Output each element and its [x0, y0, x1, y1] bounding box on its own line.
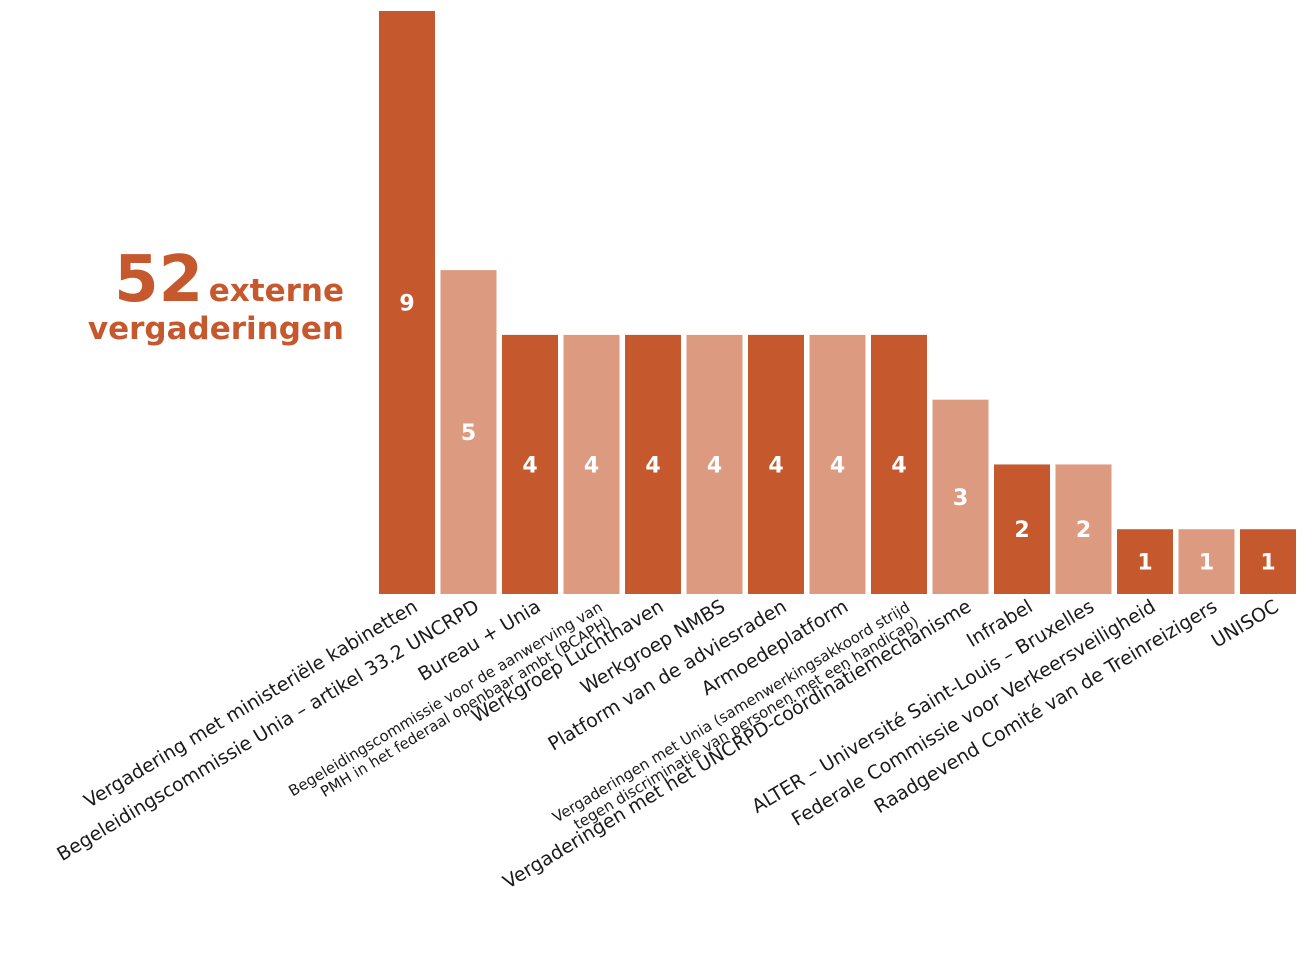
bar-value-label-5: 4: [645, 453, 660, 478]
bar-15: [1240, 529, 1296, 594]
bar-value-label-1: 9: [399, 292, 414, 317]
bar-10: [932, 399, 989, 594]
bar-value-label-6: 4: [707, 453, 722, 478]
bar-value-label-8: 4: [830, 453, 845, 478]
bar-12: [1055, 464, 1112, 594]
headline-word2: vergaderingen: [87, 311, 344, 347]
category-label-15: UNISOC: [1208, 595, 1283, 652]
bar-value-label-4: 4: [584, 453, 599, 478]
bar-8: [809, 334, 866, 594]
bar-value-label-10: 3: [953, 486, 968, 511]
bar-13: [1117, 529, 1173, 594]
bar-value-label-14: 1: [1199, 551, 1214, 576]
bar-value-label-13: 1: [1137, 551, 1152, 576]
bar-5: [625, 334, 681, 594]
bar-1: [379, 11, 435, 594]
category-label-1-line-1: Vergadering met ministeriële kabinetten: [80, 595, 421, 812]
bar-2: [440, 270, 497, 594]
bar-value-label-7: 4: [768, 453, 783, 478]
bar-7: [748, 334, 804, 594]
headline-number: 52: [114, 243, 204, 317]
bar-6: [686, 334, 743, 594]
bar-value-label-12: 2: [1076, 518, 1091, 543]
bar-value-label-3: 4: [522, 453, 537, 478]
headline: 52 externe vergaderingen: [40, 248, 344, 345]
bar-14: [1178, 529, 1235, 594]
bar-value-label-9: 4: [891, 453, 906, 478]
category-label-15-line-1: UNISOC: [1208, 595, 1283, 652]
headline-word1: externe: [208, 273, 344, 309]
bar-11: [994, 464, 1050, 594]
bar-value-label-11: 2: [1014, 518, 1029, 543]
bar-value-label-15: 1: [1260, 551, 1275, 576]
bar-value-label-2: 5: [461, 421, 476, 446]
category-label-1: Vergadering met ministeriële kabinetten: [80, 595, 421, 812]
bar-3: [502, 334, 558, 594]
bar-4: [563, 334, 620, 594]
bar-9: [871, 334, 927, 594]
